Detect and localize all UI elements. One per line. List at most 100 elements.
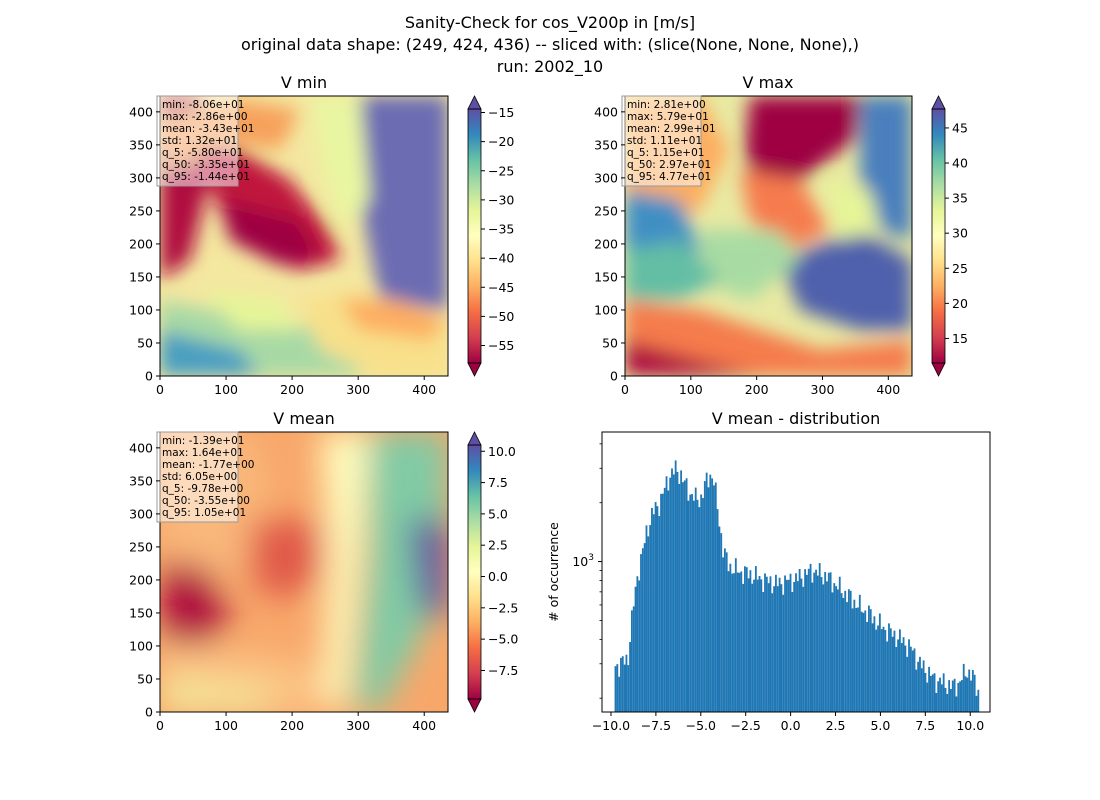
- histogram-bar: [680, 470, 683, 712]
- histogram-bar: [820, 577, 823, 712]
- colorbar-tick-label: 45: [952, 120, 968, 135]
- histogram-bar: [796, 581, 799, 712]
- histogram-bar: [661, 493, 664, 712]
- histogram-bar: [713, 485, 715, 712]
- histogram-bar: [769, 576, 772, 712]
- histogram-bar: [645, 525, 648, 712]
- histogram-bar: [857, 607, 859, 712]
- histogram-bar: [656, 506, 659, 712]
- histogram-bar: [815, 569, 817, 712]
- histogram-bar: [671, 468, 673, 712]
- histogram-bar: [634, 586, 637, 712]
- x-tick-label: 0.0: [781, 718, 801, 733]
- histogram-bar: [623, 664, 626, 712]
- histogram-bar: [714, 482, 717, 712]
- histogram-bar: [729, 563, 732, 712]
- x-tick-label: 0: [621, 382, 629, 397]
- histogram-bar: [888, 623, 890, 712]
- stat-line: max: 1.64e+01: [162, 447, 244, 459]
- histogram-bar: [651, 507, 653, 712]
- histogram-bar: [683, 480, 686, 712]
- colorbar-tick-label: −35: [488, 222, 514, 237]
- histogram-bar: [880, 629, 883, 712]
- panel-title-distribution: V mean - distribution: [712, 409, 881, 428]
- histogram-bar: [968, 669, 971, 712]
- histogram-bar: [957, 682, 960, 712]
- histogram-bar: [660, 493, 662, 712]
- y-tick-label: 250: [129, 203, 153, 218]
- panel-title-v-min: V min: [281, 73, 327, 92]
- histogram-bar: [971, 669, 974, 712]
- histogram-bar: [844, 590, 847, 712]
- y-tick-label: 350: [129, 473, 153, 488]
- histogram-bar: [846, 602, 848, 712]
- histogram-bar: [649, 525, 652, 712]
- histogram-bar: [621, 656, 624, 712]
- histogram-bar: [842, 597, 845, 712]
- histogram-bar: [962, 663, 965, 712]
- colorbar-tick-label: −20: [488, 134, 514, 149]
- histogram-bar: [920, 668, 923, 712]
- colorbar-tick-label: 40: [952, 156, 968, 171]
- stat-line: std: 1.11e+01: [627, 135, 702, 147]
- histogram-bar: [804, 569, 807, 712]
- x-tick-label: 5.0: [870, 718, 890, 733]
- histogram-bar: [902, 637, 905, 712]
- histogram-bar: [785, 579, 788, 712]
- colorbar-tick-label: −40: [488, 251, 514, 266]
- stat-line: q_5: -9.78e+00: [162, 483, 243, 495]
- histogram-bar: [614, 666, 617, 712]
- histogram-bar: [636, 576, 639, 712]
- histogram-bar: [855, 607, 858, 712]
- histogram-bar: [924, 672, 927, 712]
- colorbar-tick-label: −25: [488, 163, 514, 178]
- histogram-bar: [824, 571, 827, 712]
- histogram-bar: [694, 487, 697, 712]
- y-axis-v-max: 0 50 100 150 200 250 300 350 400: [594, 104, 625, 384]
- y-tick-label: 150: [129, 269, 153, 284]
- histogram-bar: [667, 490, 670, 712]
- histogram-bar: [964, 676, 967, 712]
- histogram-bar: [882, 626, 885, 712]
- colorbar-tick-label: −2.5: [488, 600, 518, 615]
- histogram-bar: [647, 536, 650, 712]
- histogram-bar: [953, 678, 956, 712]
- histogram-bar: [835, 586, 838, 712]
- y-tick-label: 150: [129, 605, 153, 620]
- x-axis-v-min: 0 100 200 300 400: [156, 376, 436, 397]
- histogram-bar: [931, 674, 934, 712]
- histogram-bar: [702, 498, 704, 712]
- histogram-bar: [627, 665, 630, 712]
- histogram-bar: [620, 657, 622, 712]
- panel-v-mean: V mean min: -1.39e+01 max: 1.64e+01 mean…: [129, 409, 518, 733]
- histogram-bar: [738, 572, 741, 712]
- histogram-bar: [751, 583, 754, 712]
- colorbar-tick-label: 2.5: [488, 538, 508, 553]
- histogram-bar: [678, 483, 681, 712]
- histogram-bar: [640, 554, 642, 712]
- colorbar-tick-label: 7.5: [488, 475, 508, 490]
- x-tick-label: 10.0: [956, 718, 984, 733]
- stat-line: std: 6.05e+00: [162, 471, 237, 483]
- histogram-bar: [935, 692, 938, 712]
- x-tick-label: −10.0: [592, 718, 630, 733]
- y-tick-label: 350: [594, 137, 618, 152]
- histogram-bar: [928, 666, 930, 712]
- histogram-bar: [939, 677, 941, 712]
- stat-line: mean: -3.43e+01: [162, 123, 254, 135]
- stat-line: min: -8.06e+01: [162, 99, 244, 111]
- histogram-bar: [900, 642, 903, 712]
- panel-v-mean-distribution: V mean - distribution −10.0 −7.5 −5.0 −2.5 0…: [546, 409, 991, 733]
- histogram-bar: [906, 656, 909, 712]
- stat-line: max: 5.79e+01: [627, 111, 709, 123]
- histogram-bar: [744, 566, 746, 712]
- histogram-bar: [862, 612, 865, 712]
- histogram-bar: [911, 650, 914, 712]
- colorbar-tick-label: −55: [488, 338, 514, 353]
- y-tick-label: 150: [594, 269, 618, 284]
- histogram-bar: [638, 580, 641, 712]
- suptitle-line-1: Sanity-Check for cos_V200p in [m/s]: [405, 13, 695, 33]
- histogram-bar: [798, 569, 801, 712]
- histogram-bar: [762, 591, 765, 712]
- histogram-bar: [672, 474, 675, 712]
